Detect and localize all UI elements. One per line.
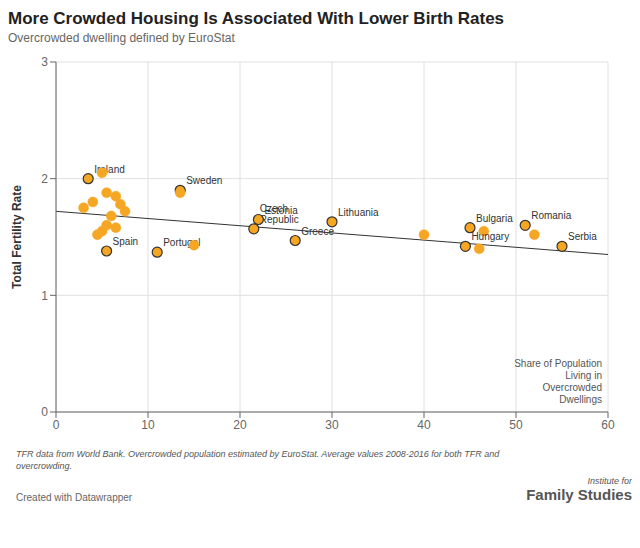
svg-text:50: 50 (509, 418, 523, 432)
html-text:Family Studies: Family Studies (526, 486, 632, 503)
html-text:Share of Population Living in: Share of Population Living in Overcrowde… (514, 358, 602, 405)
html-text:More Crowded Housing Is Associ: More Crowded Housing Is Associated With … (8, 9, 505, 28)
svg-text:Portugal: Portugal (163, 237, 201, 249)
html-text:Created with Datawrapper: Created with Datawrapper (16, 492, 133, 503)
svg-text:Romania: Romania (531, 210, 571, 221)
svg-text:Sweden: Sweden (186, 175, 222, 186)
svg-text:Serbia: Serbia (568, 231, 597, 242)
svg-text:20: 20 (233, 418, 247, 432)
html-text:Institute for: Institute for (587, 476, 632, 486)
svg-text:Total Fertility Rate: Total Fertility Rate (10, 185, 24, 289)
svg-text:0: 0 (53, 418, 60, 432)
svg-text:1: 1 (41, 289, 48, 303)
svg-text:Lithuania: Lithuania (338, 207, 379, 218)
svg-text:30: 30 (325, 418, 339, 432)
svg-text:60: 60 (601, 418, 615, 432)
svg-text:40: 40 (417, 418, 431, 432)
svg-text:CzechRepublic: CzechRepublic (260, 203, 299, 225)
svg-text:Spain: Spain (113, 236, 139, 247)
svg-text:Hungary: Hungary (471, 231, 509, 242)
svg-text:2: 2 (41, 172, 48, 186)
svg-text:Ireland: Ireland (94, 163, 125, 175)
html-text:TFR data from World Bank. Over: TFR data from World Bank. Overcrowded po… (16, 449, 500, 471)
svg-text:3: 3 (41, 55, 48, 69)
svg-text:0: 0 (41, 405, 48, 419)
svg-text:Estonia: Estonia (264, 205, 298, 216)
svg-text:Greece: Greece (301, 226, 334, 237)
html-text:Overcrowded dwelling defined b: Overcrowded dwelling defined by EuroStat (8, 31, 235, 45)
svg-text:10: 10 (141, 418, 155, 432)
svg-text:Bulgaria: Bulgaria (476, 213, 513, 224)
